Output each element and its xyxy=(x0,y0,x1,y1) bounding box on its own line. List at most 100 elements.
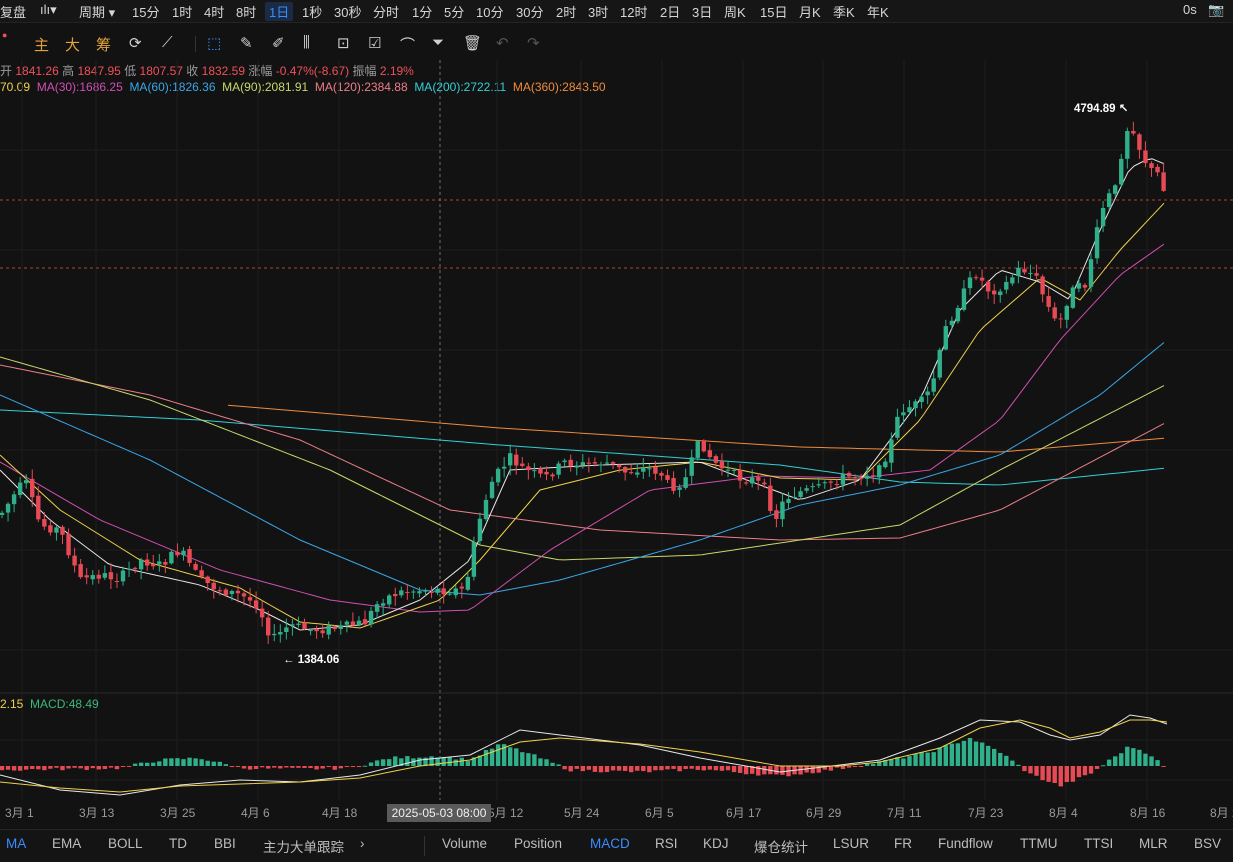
interval-30m[interactable]: 30分 xyxy=(516,5,544,20)
replay-button[interactable]: 复盘 xyxy=(0,5,27,20)
indicator-ttsi[interactable]: TTSI xyxy=(1084,836,1114,851)
macd-bar xyxy=(302,766,307,768)
indicator-icon[interactable]: ılı▾ xyxy=(40,2,57,17)
indicator-position[interactable]: Position xyxy=(514,836,563,851)
candlestick-chart[interactable]: 3月 1 3月 13 3月 25 4月 6 4月 18 5月 12 5月 24 6月 5 6月 … xyxy=(0,0,1233,829)
indicator-rsi[interactable]: RSI xyxy=(655,836,678,851)
camera-icon[interactable]: 📷 xyxy=(1208,2,1225,17)
candle xyxy=(417,591,422,594)
pen-icon[interactable]: ✐ xyxy=(272,35,285,52)
candle xyxy=(526,466,531,471)
interval-15d[interactable]: 15日 xyxy=(760,5,788,20)
trash-icon[interactable]: 🗑 xyxy=(463,35,483,52)
candle xyxy=(671,477,676,491)
ma-line xyxy=(0,202,1165,629)
interval-1s[interactable]: 1秒 xyxy=(302,5,323,20)
interval-monthly[interactable]: 月K xyxy=(799,5,821,20)
interval-3h[interactable]: 3时 xyxy=(588,5,609,20)
candle xyxy=(961,288,967,310)
line-tool-icon[interactable]: ⟋ xyxy=(162,34,173,51)
indicator-fr[interactable]: FR xyxy=(894,836,912,851)
macd-bar xyxy=(380,759,386,766)
macd-bar xyxy=(538,758,543,766)
interval-10m[interactable]: 10分 xyxy=(476,5,504,20)
macd-bar xyxy=(11,766,17,771)
indicator-macd[interactable]: MACD xyxy=(590,836,630,851)
text-tool-icon[interactable]: ⊡ xyxy=(337,35,350,52)
interval-5m[interactable]: 5分 xyxy=(444,5,465,20)
candle xyxy=(205,576,210,583)
candle-tool-icon[interactable]: ⫼ xyxy=(303,34,310,51)
indicator-ttmu[interactable]: TTMU xyxy=(1020,836,1058,851)
filter-icon[interactable]: ⏷ xyxy=(432,34,445,51)
indicator-ema[interactable]: EMA xyxy=(52,836,82,851)
candle xyxy=(96,574,101,579)
redo-icon[interactable]: ↷ xyxy=(527,35,540,52)
indicator-main-force[interactable]: 主力大单跟踪 xyxy=(263,840,344,855)
macd-bar xyxy=(586,766,592,770)
candle xyxy=(1106,193,1112,207)
candle xyxy=(689,457,694,476)
indicator-boll[interactable]: BOLL xyxy=(108,836,143,851)
indicator-lsur[interactable]: LSUR xyxy=(833,836,870,851)
note-icon[interactable]: ☑ xyxy=(368,35,382,52)
candle xyxy=(296,623,301,625)
main-chart-button[interactable]: 主 xyxy=(34,37,50,54)
magnet-icon[interactable]: ⌒ xyxy=(400,37,416,54)
interval-yearly[interactable]: 年K xyxy=(867,5,889,20)
macd-bar xyxy=(96,766,101,770)
candle xyxy=(344,621,350,625)
candle xyxy=(568,459,573,467)
macd-bar xyxy=(5,766,11,770)
interval-2h[interactable]: 2时 xyxy=(556,5,577,20)
interval-30s[interactable]: 30秒 xyxy=(334,5,362,20)
indicator-mlr[interactable]: MLR xyxy=(1139,836,1168,851)
period-dropdown[interactable]: 周期 ▾ xyxy=(79,5,116,20)
indicator-volume[interactable]: Volume xyxy=(442,836,488,851)
candle xyxy=(592,462,598,464)
indicator-fundflow[interactable]: Fundflow xyxy=(938,836,993,851)
chip-button[interactable]: 筹 xyxy=(96,37,112,54)
ruler-icon[interactable]: ✎ xyxy=(240,35,253,52)
macd-bar xyxy=(435,757,440,766)
indicator-bsv[interactable]: BSV xyxy=(1194,836,1222,851)
interval-quarterly[interactable]: 季K xyxy=(833,5,855,20)
chevron-right-icon[interactable]: › xyxy=(360,836,365,851)
interval-8h[interactable]: 8时 xyxy=(236,5,257,20)
macd-bar xyxy=(217,761,222,766)
macd-bar xyxy=(132,763,138,766)
candle xyxy=(54,527,59,533)
sync-icon[interactable]: ⟳ xyxy=(129,35,142,52)
interval-15m[interactable]: 15分 xyxy=(132,5,160,20)
candle xyxy=(967,277,973,289)
interval-timeshare[interactable]: 分时 xyxy=(373,5,400,20)
interval-1m[interactable]: 1分 xyxy=(412,5,433,20)
cursor-icon[interactable]: ⬚ xyxy=(207,35,222,52)
big-order-button[interactable]: 大 xyxy=(65,37,81,54)
interval-1d[interactable]: 1日 xyxy=(265,2,294,21)
candle xyxy=(314,628,319,632)
indicator-kdj[interactable]: KDJ xyxy=(703,836,729,851)
interval-4h[interactable]: 4时 xyxy=(204,5,225,20)
candle xyxy=(362,619,368,625)
indicator-liquidation[interactable]: 爆仓统计 xyxy=(754,840,808,855)
interval-weekly[interactable]: 周K xyxy=(724,5,746,20)
macd-bar xyxy=(901,758,906,766)
indicator-bbi[interactable]: BBI xyxy=(214,836,236,851)
candle xyxy=(259,608,265,618)
undo-icon[interactable]: ↶ xyxy=(496,35,509,52)
indicator-ma[interactable]: MA xyxy=(6,836,27,851)
candle xyxy=(477,518,483,542)
interval-1h[interactable]: 1时 xyxy=(172,5,193,20)
interval-2d[interactable]: 2日 xyxy=(660,5,681,20)
interval-3d[interactable]: 3日 xyxy=(692,5,713,20)
candle xyxy=(695,441,700,458)
ma-legend-item: 70.09 xyxy=(0,80,31,94)
macd-bar xyxy=(1034,766,1039,776)
candle xyxy=(1161,172,1166,191)
interval-12h[interactable]: 12时 xyxy=(620,5,648,20)
low-label: 低 xyxy=(124,64,137,78)
macd-legend: 2.15 MACD:48.49 xyxy=(0,697,99,711)
candle xyxy=(1028,272,1033,274)
indicator-td[interactable]: TD xyxy=(169,836,187,851)
